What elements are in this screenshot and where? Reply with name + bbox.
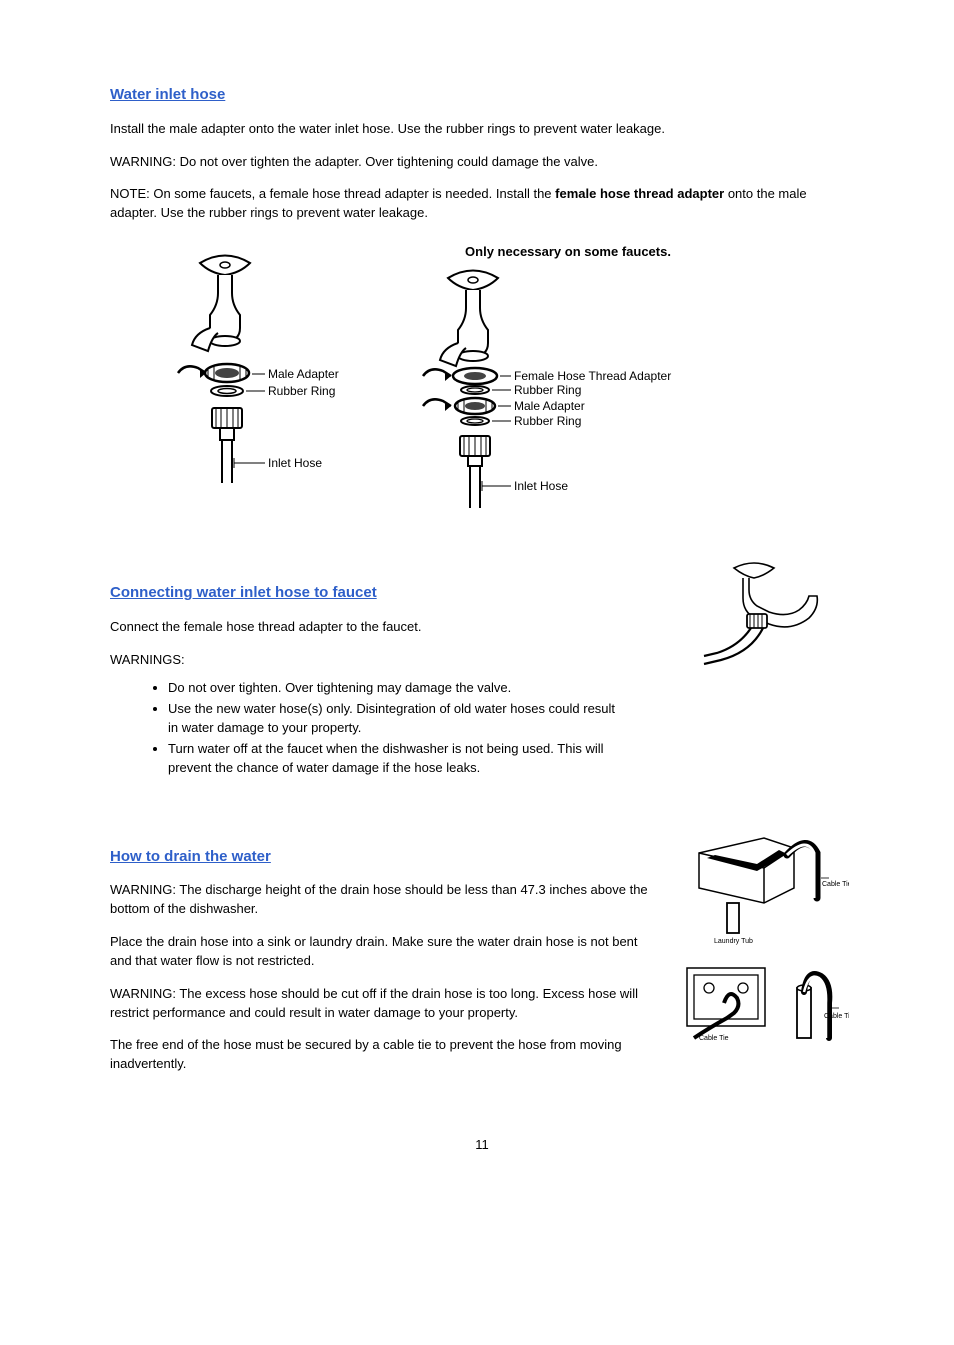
label-rubber-ring: Rubber Ring — [268, 384, 335, 398]
label-cable-tie-1: Cable Tie — [822, 881, 849, 888]
section2-warnings-label: WARNINGS: — [110, 651, 650, 670]
label-cable-tie-2: Cable Tie — [699, 1035, 729, 1042]
section1-note: NOTE: On some faucets, a female hose thr… — [110, 185, 854, 223]
drain-laundry-tub-icon: Cable Tie Laundry Tub — [679, 828, 849, 948]
section3-para4: The free end of the hose must be secured… — [110, 1036, 650, 1074]
label-cable-tie-3: Cable Tie — [824, 1013, 849, 1020]
label-rubber-ring-2: Rubber Ring — [514, 414, 581, 428]
note-prefix: NOTE: On some faucets, a female hose thr… — [110, 186, 555, 201]
section3-warning2: WARNING: The excess hose should be cut o… — [110, 985, 650, 1023]
label-rubber-ring-1: Rubber Ring — [514, 383, 581, 397]
section2-warnings-list: Do not over tighten. Over tightening may… — [168, 679, 650, 777]
label-male-adapter-2: Male Adapter — [514, 399, 585, 413]
list-item: Turn water off at the faucet when the di… — [168, 740, 628, 778]
label-inlet-hose-2: Inlet Hose — [514, 479, 568, 493]
figure-row-adapters: Male Adapter Rubber Ring — [170, 243, 854, 518]
label-male-adapter: Male Adapter — [268, 367, 339, 381]
section-title-connecting: Connecting water inlet hose to faucet — [110, 582, 650, 604]
section1-para1: Install the male adapter onto the water … — [110, 120, 854, 139]
page-number: 11 — [110, 1136, 854, 1155]
section1-warning: WARNING: Do not over tighten the adapter… — [110, 153, 854, 172]
label-female-adapter: Female Hose Thread Adapter — [514, 369, 671, 383]
list-item: Do not over tighten. Over tightening may… — [168, 679, 628, 698]
figure-male-adapter: Male Adapter Rubber Ring — [170, 243, 390, 493]
section-title-drain: How to drain the water — [110, 846, 650, 868]
note-bold: female hose thread adapter — [555, 186, 724, 201]
faucet-diagram-2-icon: Female Hose Thread Adapter Rubber Ring — [418, 268, 718, 518]
label-inlet-hose: Inlet Hose — [268, 456, 322, 470]
drain-wall-standpipe-icon: Cable Tie Cable Tie — [679, 958, 849, 1048]
section3-warning1: WARNING: The discharge height of the dra… — [110, 881, 650, 919]
list-item: Use the new water hose(s) only. Disinteg… — [168, 700, 628, 738]
section2-para1: Connect the female hose thread adapter t… — [110, 618, 650, 637]
fig2-caption: Only necessary on some faucets. — [465, 243, 671, 262]
figure-female-adapter: Only necessary on some faucets. — [418, 243, 718, 518]
faucet-connected-icon — [699, 558, 829, 668]
section-title-water-inlet: Water inlet hose — [110, 84, 854, 106]
section3-para2: Place the drain hose into a sink or laun… — [110, 933, 650, 971]
label-laundry-tub: Laundry Tub — [714, 938, 753, 945]
faucet-diagram-1-icon: Male Adapter Rubber Ring — [170, 243, 390, 493]
